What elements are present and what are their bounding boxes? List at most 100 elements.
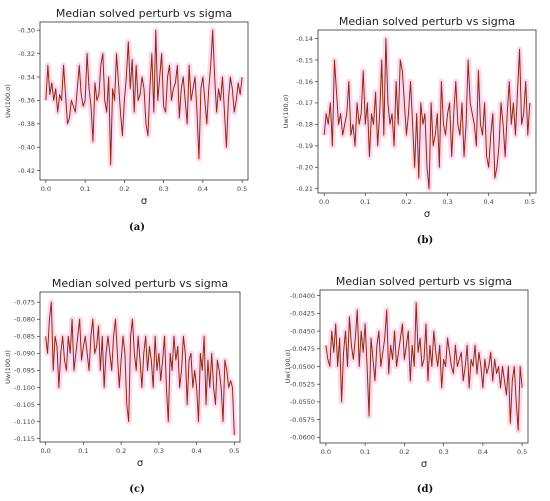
x-tick-label: 0.0 xyxy=(41,185,51,193)
data-point xyxy=(488,366,489,367)
data-point xyxy=(104,387,105,388)
data-point xyxy=(367,102,368,103)
data-point xyxy=(363,352,364,353)
data-point xyxy=(371,113,372,114)
data-point xyxy=(518,430,519,431)
data-point xyxy=(71,319,72,320)
data-point xyxy=(160,380,161,381)
data-point xyxy=(220,100,221,101)
data-point xyxy=(507,113,508,114)
x-tick-label: 0.2 xyxy=(119,185,129,193)
data-point xyxy=(202,370,203,371)
data-point xyxy=(111,370,112,371)
data-point xyxy=(372,359,373,360)
data-point xyxy=(224,360,225,361)
data-point xyxy=(506,394,507,395)
chart-title: Median solved perturb vs sigma xyxy=(339,15,515,28)
data-point xyxy=(418,177,419,178)
data-point xyxy=(228,100,229,101)
data-point xyxy=(202,76,203,77)
x-tick-label: 0.1 xyxy=(78,447,88,455)
data-point xyxy=(209,387,210,388)
data-point xyxy=(134,353,135,354)
data-point xyxy=(478,352,479,353)
y-tick-label: -0.0525 xyxy=(290,381,315,389)
data-point xyxy=(509,81,510,82)
data-point xyxy=(65,94,66,95)
data-point xyxy=(122,336,123,337)
data-point xyxy=(75,112,76,113)
data-point xyxy=(519,49,520,50)
data-point xyxy=(200,88,201,89)
data-point xyxy=(400,59,401,60)
data-point xyxy=(325,345,326,346)
data-point xyxy=(383,134,384,135)
data-point xyxy=(336,92,337,93)
data-point xyxy=(422,124,423,125)
data-point xyxy=(173,336,174,337)
y-tick-label: -0.0575 xyxy=(290,416,315,424)
panel-label: (d) xyxy=(417,484,433,495)
data-point xyxy=(109,353,110,354)
data-point xyxy=(112,88,113,89)
data-point xyxy=(391,113,392,114)
data-point xyxy=(521,124,522,125)
data-point xyxy=(480,124,481,125)
x-tick-label: 0.1 xyxy=(360,448,370,456)
data-point xyxy=(410,380,411,381)
data-point xyxy=(453,113,454,114)
data-point xyxy=(412,124,413,125)
x-tick-label: 0.0 xyxy=(40,447,50,455)
data-point xyxy=(412,345,413,346)
data-point xyxy=(92,319,93,320)
data-point xyxy=(472,366,473,367)
data-point xyxy=(208,88,209,89)
data-point xyxy=(443,124,444,125)
data-point xyxy=(153,112,154,113)
data-point xyxy=(90,106,91,107)
data-point xyxy=(173,88,174,89)
data-point xyxy=(116,53,117,54)
data-point xyxy=(390,345,391,346)
data-point xyxy=(205,404,206,405)
data-point xyxy=(96,346,97,347)
data-point xyxy=(345,330,346,331)
data-point xyxy=(418,352,419,353)
data-point xyxy=(68,336,69,337)
data-point xyxy=(81,94,82,95)
data-point xyxy=(348,81,349,82)
data-point xyxy=(328,124,329,125)
data-point xyxy=(451,156,452,157)
data-point xyxy=(494,177,495,178)
data-point xyxy=(217,360,218,361)
data-point xyxy=(126,76,127,77)
data-point xyxy=(187,404,188,405)
data-point xyxy=(339,338,340,339)
data-point xyxy=(200,353,201,354)
data-point xyxy=(98,325,99,326)
data-point xyxy=(47,353,48,354)
data-point xyxy=(49,319,50,320)
data-point xyxy=(81,360,82,361)
data-point xyxy=(359,366,360,367)
y-tick-label: -0.38 xyxy=(18,120,35,128)
data-point xyxy=(463,380,464,381)
data-point xyxy=(85,100,86,101)
data-point xyxy=(56,346,57,347)
data-point xyxy=(157,100,158,101)
data-point xyxy=(62,336,63,337)
data-point xyxy=(393,145,394,146)
data-point xyxy=(365,124,366,125)
data-point xyxy=(183,76,184,77)
data-point xyxy=(177,346,178,347)
data-point xyxy=(213,387,214,388)
data-point xyxy=(121,360,122,361)
data-point xyxy=(190,100,191,101)
y-tick-label: -0.34 xyxy=(18,73,35,81)
data-point xyxy=(335,323,336,324)
data-point xyxy=(500,102,501,103)
y-tick-label: -0.0400 xyxy=(290,292,315,300)
x-axis-label: σ xyxy=(141,196,148,207)
data-point xyxy=(58,387,59,388)
data-point xyxy=(100,370,101,371)
